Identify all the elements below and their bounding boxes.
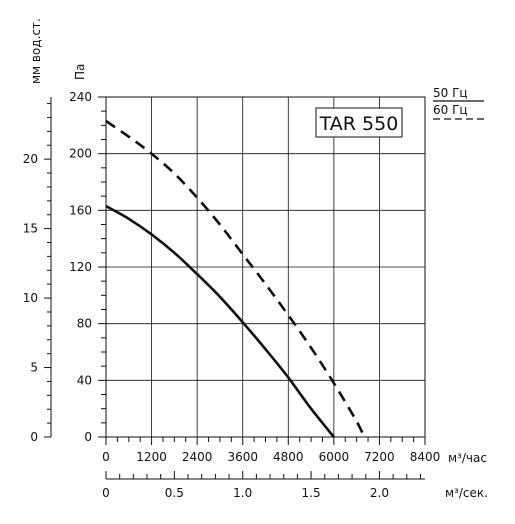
x-tick-label: 7200 (364, 450, 395, 464)
x-tick-label: 1200 (136, 450, 167, 464)
x-tick-label: 6000 (319, 450, 350, 464)
x-tick-label: 0 (102, 450, 110, 464)
y-axis-label: Па (73, 64, 87, 80)
x-tick-label: 4800 (273, 450, 304, 464)
series-line-60hz (105, 120, 366, 438)
y-tick-label: 160 (69, 203, 92, 217)
y-tick-label: 0 (84, 430, 92, 444)
x2-axis-label: м³/сек. (445, 486, 488, 500)
y-tick-label: 120 (69, 260, 92, 274)
y-tick-label: 80 (77, 317, 92, 331)
y2-tick-label: 0 (30, 430, 38, 444)
x2-tick-label: 1.0 (233, 486, 252, 500)
x-tick-label: 3600 (227, 450, 258, 464)
title-box (315, 107, 403, 138)
y2-axis-label: мм вод.ст. (29, 18, 43, 84)
chart-title: TAR 550 (319, 113, 399, 135)
legend: 50 Гц 60 Гц (433, 86, 484, 120)
axes-group: 0 1200 2400 3600 4800 6000 7200 840004080120160… (23, 90, 441, 500)
y2-tick-label: 5 (30, 361, 38, 375)
x2-tick-label: 0 (102, 486, 110, 500)
y-tick-label: 200 (69, 147, 92, 161)
series-line-50hz (105, 204, 335, 438)
grid (105, 96, 426, 438)
x2-tick-label: 2.0 (370, 486, 389, 500)
legend-label-50hz: 50 Гц (433, 86, 468, 100)
x2-tick-label: 1.5 (302, 486, 321, 500)
y2-tick-label: 15 (23, 222, 38, 236)
y2-tick-label: 10 (23, 291, 38, 305)
x2-tick-label: 0.5 (165, 486, 184, 500)
x-axis-label: м³/час (448, 451, 487, 465)
y-tick-label: 40 (77, 373, 92, 387)
y-tick-label: 240 (69, 90, 92, 104)
y2-tick-label: 20 (23, 152, 38, 166)
x-tick-label: 8400 (410, 450, 441, 464)
series-group (105, 120, 366, 438)
x-tick-label: 2400 (182, 450, 213, 464)
legend-label-60hz: 60 Гц (433, 103, 468, 117)
